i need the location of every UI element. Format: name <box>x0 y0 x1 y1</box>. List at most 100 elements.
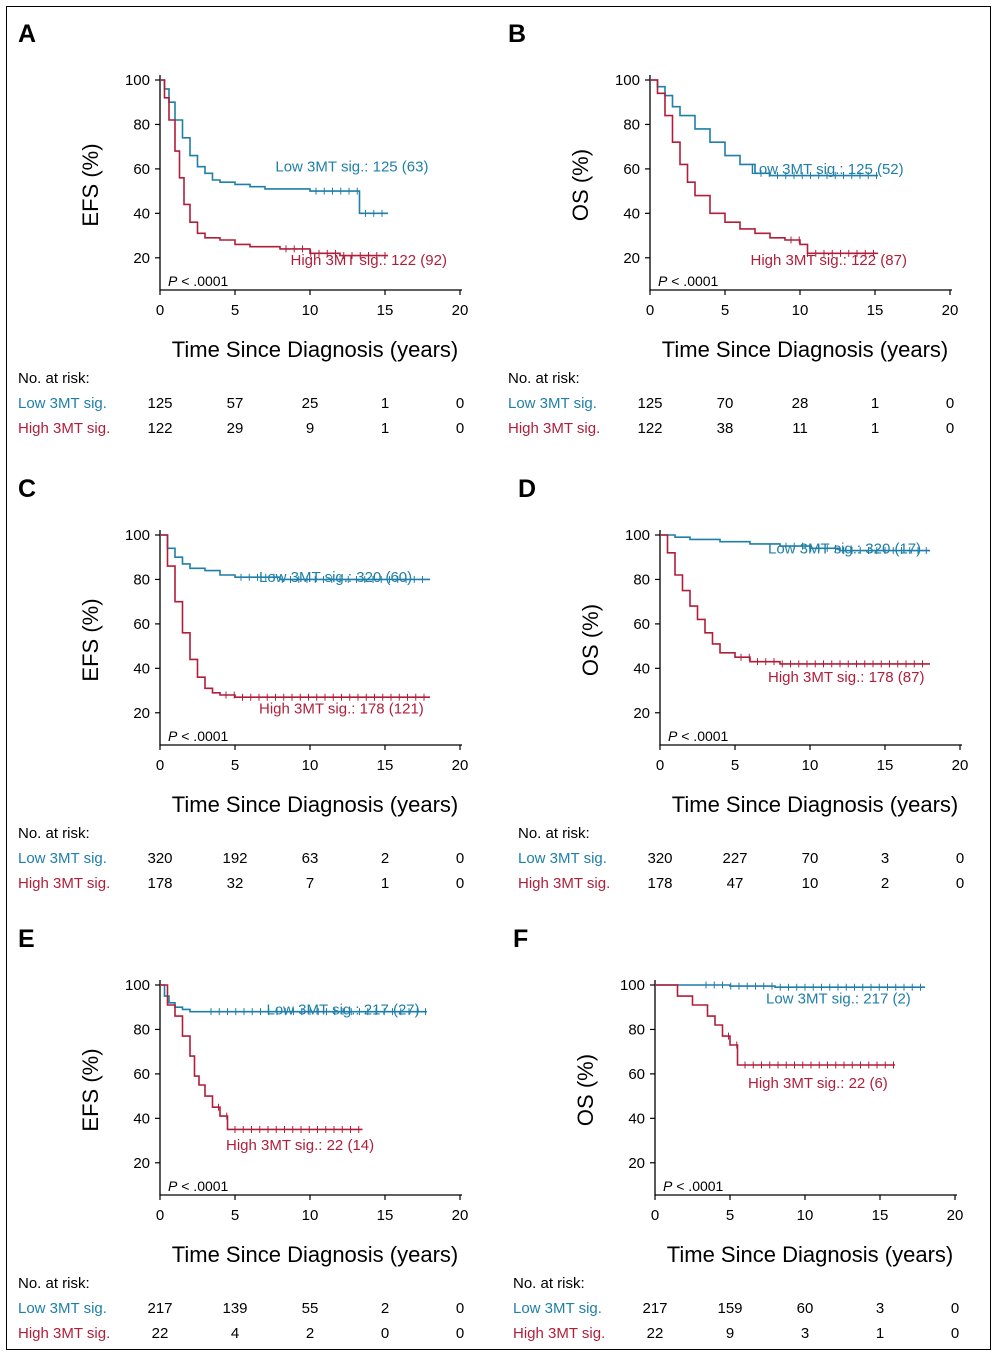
y-tick-label: 40 <box>628 1110 645 1127</box>
panel-letter: D <box>518 475 537 503</box>
x-tick-label: 15 <box>872 1207 889 1224</box>
risk-row-high: High 3MT sig. 122 38 11 1 0 <box>508 420 978 445</box>
risk-cell: 0 <box>455 395 465 412</box>
y-axis-title: OS (%) <box>573 1054 598 1126</box>
y-axis-title: OS (%) <box>578 604 603 676</box>
risk-cell: 70 <box>801 850 819 867</box>
risk-table-header: No. at risk: <box>18 825 90 842</box>
y-tick-label: 40 <box>133 205 150 222</box>
x-tick-label: 5 <box>231 757 239 774</box>
p-value-label: P < .0001 <box>663 1178 724 1194</box>
risk-cell: 1 <box>870 395 880 412</box>
x-tick-label: 5 <box>721 302 729 319</box>
km-curve-high <box>160 79 388 257</box>
risk-row-label: Low 3MT sig. <box>508 395 597 412</box>
y-tick-label: 60 <box>133 161 150 178</box>
x-tick-label: 0 <box>156 1207 164 1224</box>
x-tick-label: 15 <box>867 302 884 319</box>
risk-table-header: No. at risk: <box>508 370 580 387</box>
risk-cell: 25 <box>301 395 319 412</box>
number-at-risk-table: No. at risk: Low 3MT sig. 320 192 63 2 0 High 3… <box>18 825 488 900</box>
risk-cell: 0 <box>455 1300 465 1317</box>
p-value-label: P < .0001 <box>668 728 729 744</box>
y-tick-label: 20 <box>628 1155 645 1172</box>
x-tick-label: 5 <box>726 1207 734 1224</box>
risk-row-high: High 3MT sig. 22 4 2 0 0 <box>18 1325 488 1350</box>
km-curve-high <box>655 984 895 1066</box>
risk-cell: 217 <box>642 1300 668 1317</box>
risk-cell: 2 <box>380 1300 390 1317</box>
risk-cell: 38 <box>716 420 734 437</box>
y-tick-label: 40 <box>133 1110 150 1127</box>
km-panel-e: 20 40 60 80 100 0 5 10 15 20 Time Since Diagnosis … <box>0 905 490 1350</box>
y-tick-label: 100 <box>615 72 640 89</box>
series-label-low: Low 3MT sig.: 125 (52) <box>751 161 904 178</box>
y-tick-label: 80 <box>623 116 640 133</box>
y-tick-label: 100 <box>125 527 150 544</box>
x-tick-label: 20 <box>452 757 469 774</box>
x-tick-label: 5 <box>231 1207 239 1224</box>
x-tick-label: 20 <box>947 1207 964 1224</box>
x-tick-label: 10 <box>802 757 819 774</box>
y-tick-label: 60 <box>628 1066 645 1083</box>
km-panel-d: 20 40 60 80 100 0 5 10 15 20 Time Since Diagnosis … <box>500 455 990 900</box>
x-tick-label: 0 <box>646 302 654 319</box>
risk-cell: 3 <box>880 850 890 867</box>
x-tick-label: 20 <box>952 757 969 774</box>
km-panel-f: 20 40 60 80 100 0 5 10 15 20 Time Since Diagnosis … <box>495 905 985 1350</box>
risk-cell: 10 <box>801 875 819 892</box>
axis-lines <box>659 530 962 746</box>
x-axis-title: Time Since Diagnosis (years) <box>172 1242 459 1267</box>
y-tick-label: 40 <box>133 660 150 677</box>
risk-cell: 70 <box>716 395 734 412</box>
km-curve-low <box>160 534 430 581</box>
x-axis-title: Time Since Diagnosis (years) <box>667 1242 954 1267</box>
risk-cell: 0 <box>950 1325 960 1342</box>
panel-letter: A <box>18 20 37 48</box>
km-plot: 20 40 60 80 100 0 5 10 15 20 Time Since Diagnosis … <box>573 977 964 1267</box>
risk-cell: 0 <box>950 1300 960 1317</box>
risk-cell: 192 <box>222 850 248 867</box>
x-axis-title: Time Since Diagnosis (years) <box>172 792 459 817</box>
risk-cell: 0 <box>945 420 955 437</box>
risk-cell: 2 <box>380 850 390 867</box>
risk-cell: 0 <box>455 420 465 437</box>
risk-row-high: High 3MT sig. 178 32 7 1 0 <box>18 875 488 900</box>
risk-cell: 32 <box>226 875 244 892</box>
risk-row-high: High 3MT sig. 22 9 3 1 0 <box>513 1325 983 1350</box>
risk-row-low: Low 3MT sig. 320 227 70 3 0 <box>518 850 988 875</box>
y-tick-label: 20 <box>633 705 650 722</box>
y-axis-title: OS (%) <box>568 149 593 221</box>
y-axis-title: EFS (%) <box>78 598 103 681</box>
series-label-high: High 3MT sig.: 122 (92) <box>291 252 447 269</box>
x-tick-label: 15 <box>377 302 394 319</box>
km-curve-low <box>660 534 930 552</box>
km-plot: 20 40 60 80 100 0 5 10 15 20 Time Since Diagnosis … <box>78 72 468 362</box>
risk-cell: 0 <box>955 875 965 892</box>
risk-row-label: High 3MT sig. <box>18 875 111 892</box>
p-value-label: P < .0001 <box>168 1178 229 1194</box>
x-tick-label: 5 <box>231 302 239 319</box>
x-tick-label: 15 <box>377 1207 394 1224</box>
x-axis-title: Time Since Diagnosis (years) <box>672 792 959 817</box>
risk-cell: 0 <box>455 875 465 892</box>
x-tick-label: 0 <box>156 302 164 319</box>
km-curve-high <box>660 534 930 665</box>
y-tick-label: 20 <box>623 250 640 267</box>
number-at-risk-table: No. at risk: Low 3MT sig. 320 227 70 3 0 High 3… <box>518 825 988 900</box>
y-tick-label: 60 <box>133 616 150 633</box>
risk-cell: 1 <box>380 420 390 437</box>
risk-cell: 320 <box>147 850 173 867</box>
km-curve-high <box>160 984 363 1131</box>
x-tick-label: 10 <box>302 1207 319 1224</box>
p-value-label: P < .0001 <box>658 273 719 289</box>
risk-cell: 11 <box>792 420 808 437</box>
risk-cell: 1 <box>870 420 880 437</box>
risk-cell: 22 <box>151 1325 169 1342</box>
x-tick-label: 10 <box>797 1207 814 1224</box>
km-panel-a: 20 40 60 80 100 0 5 10 15 20 Time Since Diagnosis … <box>0 0 490 445</box>
risk-cell: 1 <box>875 1325 885 1342</box>
x-tick-label: 20 <box>942 302 959 319</box>
km-curve-high <box>650 79 878 255</box>
risk-cell: 0 <box>455 1325 465 1342</box>
